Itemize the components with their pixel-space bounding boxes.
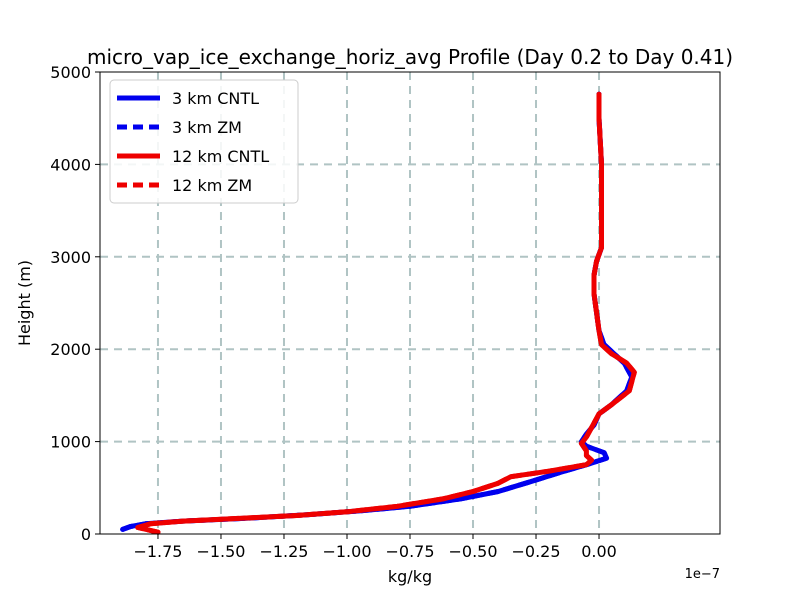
x-tick-label: −0.50 <box>448 542 497 561</box>
legend-label: 3 km ZM <box>172 118 242 137</box>
legend-label: 12 km ZM <box>172 176 252 195</box>
chart-title: micro_vap_ice_exchange_horiz_avg Profile… <box>87 45 733 69</box>
legend-label: 12 km CNTL <box>172 147 269 166</box>
legend-box <box>109 79 299 204</box>
x-axis-ticks: −1.75 −1.50 −1.25 −1.00 −0.75 −0.50 −0.25 0.00 <box>133 534 617 561</box>
series-line-3 <box>135 91 637 535</box>
x-tick-label: −0.75 <box>385 542 434 561</box>
series-lines <box>120 91 637 535</box>
y-tick-label: 5000 <box>50 63 91 82</box>
x-tick-label: 0.00 <box>581 542 617 561</box>
legend: 3 km CNTL 3 km ZM 12 km CNTL 12 km ZM <box>109 79 299 204</box>
x-axis-offset-label: 1e−7 <box>685 567 720 582</box>
y-tick-label: 0 <box>81 525 91 544</box>
x-tick-label: −1.50 <box>196 542 245 561</box>
y-axis-label: Height (m) <box>15 260 34 346</box>
x-tick-label: −1.75 <box>133 542 182 561</box>
y-tick-label: 2000 <box>50 340 91 359</box>
y-tick-label: 1000 <box>50 433 91 452</box>
x-tick-label: −0.25 <box>512 542 561 561</box>
x-tick-label: −1.00 <box>322 542 371 561</box>
y-tick-label: 4000 <box>50 155 91 174</box>
x-tick-label: −1.25 <box>259 542 308 561</box>
y-axis-ticks: 0 1000 2000 3000 4000 5000 <box>50 63 100 544</box>
legend-label: 3 km CNTL <box>172 89 259 108</box>
x-axis-label: kg/kg <box>388 567 432 586</box>
y-tick-label: 3000 <box>50 248 91 267</box>
